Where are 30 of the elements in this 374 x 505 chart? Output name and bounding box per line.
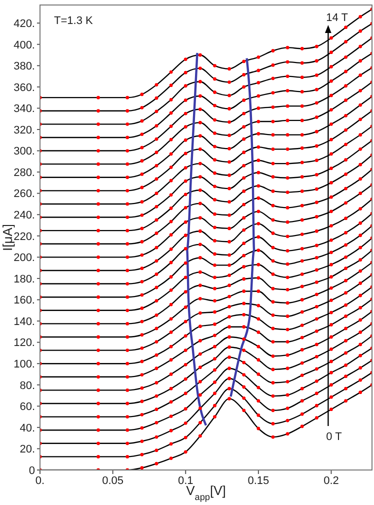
- y-tick-label: 360.: [14, 82, 35, 94]
- y-tick-label: 340.: [14, 103, 35, 116]
- y-tick-label: 140.: [14, 316, 35, 328]
- x-tick-label: 0.15: [248, 474, 270, 487]
- y-tick-label: 120.: [14, 337, 35, 350]
- y-tick-label: 320.: [14, 124, 35, 136]
- annotation: T=1.3 K: [54, 15, 94, 27]
- y-tick-label: 40.: [20, 422, 35, 434]
- annotation: 0 T: [326, 431, 342, 443]
- y-axis-title: I[μA]: [0, 224, 15, 251]
- y-tick-label: 0: [28, 464, 35, 477]
- y-tick-label: 160.: [14, 294, 35, 307]
- x-tick-label: 0.: [35, 474, 45, 487]
- y-tick-label: 300.: [14, 146, 35, 158]
- x-tick-label: 0.2: [324, 474, 339, 487]
- annotation: 14 T: [326, 12, 348, 24]
- y-tick-label: 400.: [14, 39, 35, 52]
- y-tick-label: 80.: [20, 380, 35, 392]
- x-tick-label: 0.05: [102, 474, 124, 487]
- y-tick-label: 200.: [14, 252, 35, 264]
- y-tick-label: 280.: [14, 166, 35, 179]
- y-tick-label: 180.: [14, 273, 35, 286]
- y-tick-label: 100.: [14, 358, 35, 370]
- y-tick-label: 220.: [14, 230, 35, 243]
- y-tick-label: 380.: [14, 60, 35, 73]
- y-tick-label: 240.: [14, 210, 35, 222]
- y-tick-label: 20.: [20, 444, 35, 456]
- y-tick-label: 260.: [14, 188, 35, 200]
- y-tick-label: 420.: [14, 18, 35, 30]
- y-tick-label: 60.: [20, 401, 35, 414]
